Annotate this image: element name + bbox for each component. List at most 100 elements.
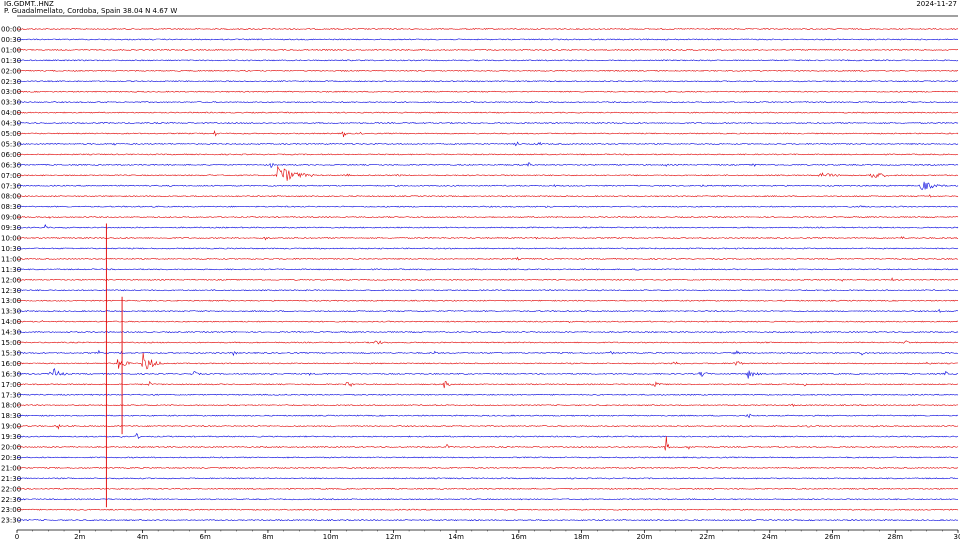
trace-0400 (16, 111, 959, 114)
x-tick-label: 18m (574, 533, 590, 540)
trace-0230 (16, 80, 959, 83)
row-time-label: 00:30 (1, 36, 21, 44)
trace-2200 (16, 487, 959, 490)
trace-0200 (16, 69, 959, 72)
trace-1930 (16, 433, 959, 440)
row-time-label: 15:30 (1, 349, 21, 357)
record-date: 2024-11-27 (916, 0, 957, 8)
x-tick-label: 20m (636, 533, 652, 540)
row-time-label: 05:30 (1, 140, 21, 148)
row-time-label: 19:30 (1, 433, 21, 441)
trace-0030 (16, 38, 959, 41)
x-tick-label: 22m (699, 533, 715, 540)
row-time-label: 12:30 (1, 287, 21, 295)
trace-1000 (17, 236, 959, 241)
trace-1130 (16, 268, 959, 271)
row-time-label: 03:30 (1, 99, 21, 107)
x-tick-label: 4m (137, 533, 148, 540)
row-time-label: 10:00 (1, 235, 21, 243)
x-tick-label: 2m (74, 533, 85, 540)
trace-0500 (16, 129, 959, 138)
trace-2000 (16, 436, 959, 451)
trace-1230 (16, 289, 959, 292)
x-tick-label: 8m (262, 533, 273, 540)
trace-1400 (16, 320, 959, 324)
trace-1900 (16, 424, 959, 430)
row-time-label: 08:30 (1, 203, 21, 211)
row-time-label: 19:00 (1, 423, 21, 431)
x-tick-label: 10m (323, 533, 339, 540)
x-tick-label: 30 (954, 533, 960, 540)
row-time-label: 14:30 (1, 329, 21, 337)
row-time-label: 01:30 (1, 57, 21, 65)
row-time-label: 02:00 (1, 67, 21, 75)
row-time-label: 02:30 (1, 78, 21, 86)
trace-1500 (17, 340, 959, 345)
trace-2330 (16, 519, 959, 522)
trace-0600 (16, 153, 959, 156)
trace-0930 (16, 223, 959, 229)
trace-2100 (16, 466, 959, 469)
trace-0000 (16, 28, 959, 30)
row-time-label: 16:00 (1, 360, 21, 368)
row-time-label: 03:00 (1, 88, 21, 96)
x-tick-label: 0 (15, 533, 19, 540)
row-time-label: 22:30 (1, 496, 21, 504)
x-tick-label: 14m (448, 533, 464, 540)
row-time-label: 18:30 (1, 412, 21, 420)
trace-1830 (16, 413, 959, 419)
trace-2230 (16, 498, 959, 501)
row-time-label: 04:30 (1, 120, 21, 128)
trace-0900 (16, 215, 959, 219)
trace-2300 (17, 508, 959, 511)
row-time-label: 23:30 (1, 517, 21, 525)
row-time-label: 22:00 (1, 485, 21, 493)
trace-0100 (16, 48, 959, 51)
trace-0630 (17, 161, 959, 169)
trace-0530 (16, 141, 959, 147)
trace-1100 (16, 256, 959, 261)
row-time-label: 05:00 (1, 130, 21, 138)
trace-1430 (16, 330, 959, 334)
row-time-label: 09:30 (1, 224, 21, 232)
trace-1600 (16, 352, 959, 370)
x-tick-label: 24m (762, 533, 778, 540)
row-time-label: 13:00 (1, 297, 21, 305)
row-time-label: 04:00 (1, 109, 21, 117)
trace-0300 (16, 90, 959, 93)
trace-0330 (16, 101, 959, 104)
row-time-label: 10:30 (1, 245, 21, 253)
row-time-label: 01:00 (1, 46, 21, 54)
trace-1800 (16, 403, 959, 407)
row-time-label: 21:00 (1, 464, 21, 472)
trace-1700 (16, 380, 958, 389)
row-time-label: 11:00 (1, 255, 21, 263)
trace-0430 (16, 122, 959, 125)
row-time-label: 06:00 (1, 151, 21, 159)
row-time-label: 00:00 (1, 26, 21, 34)
trace-1530 (16, 349, 959, 357)
row-time-label: 06:30 (1, 161, 21, 169)
row-time-label: 13:30 (1, 308, 21, 316)
row-time-label: 12:00 (1, 276, 21, 284)
row-time-label: 08:00 (1, 193, 21, 201)
row-time-label: 09:00 (1, 214, 21, 222)
trace-1630 (16, 368, 958, 379)
row-time-label: 17:00 (1, 381, 21, 389)
row-time-label: 07:30 (1, 182, 21, 190)
x-tick-label: 6m (200, 533, 211, 540)
row-time-label: 07:00 (1, 172, 21, 180)
x-tick-label: 28m (887, 533, 903, 540)
row-time-label: 18:00 (1, 402, 21, 410)
trace-1200 (16, 277, 959, 282)
trace-2130 (16, 477, 959, 480)
trace-0130 (16, 59, 959, 62)
x-tick-label: 12m (386, 533, 402, 540)
x-tick-label: 26m (825, 533, 841, 540)
row-time-label: 21:30 (1, 475, 21, 483)
trace-0800 (16, 194, 959, 198)
row-time-label: 20:00 (1, 444, 21, 452)
trace-2030 (16, 456, 959, 459)
row-time-label: 17:30 (1, 391, 21, 399)
trace-0730 (16, 181, 959, 191)
